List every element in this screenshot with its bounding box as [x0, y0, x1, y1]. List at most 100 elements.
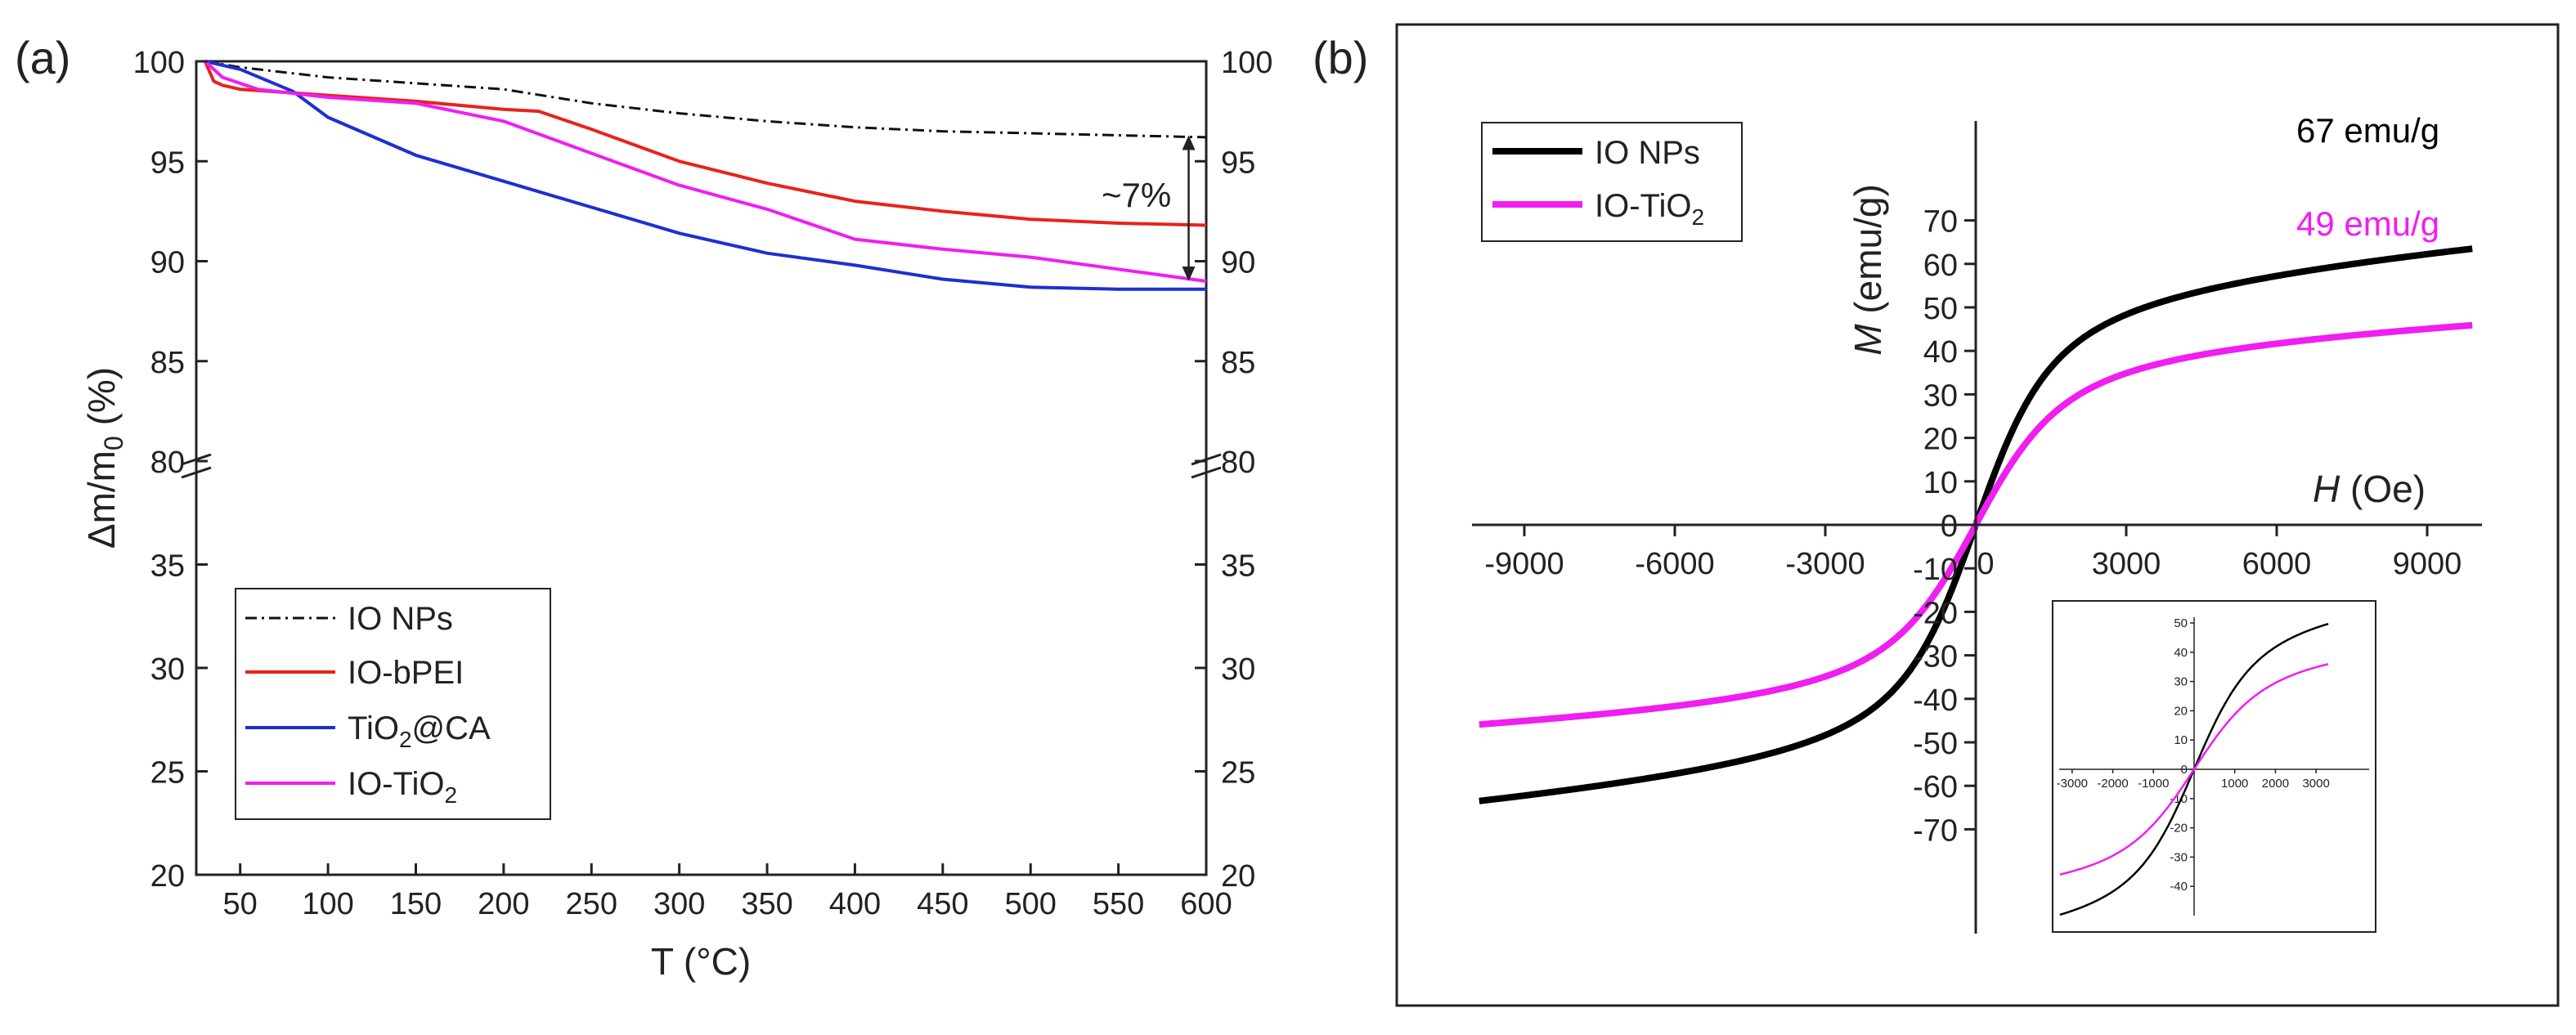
legend-label-io-nps: IO NPs [348, 601, 453, 637]
legend-label-io-bpei: IO-bPEI [348, 655, 464, 691]
tga-y-tick-label-left-25: 25 [150, 756, 185, 791]
mh-x-tick-label-3000: -3000 [1785, 547, 1865, 581]
mh-y-tick-label-30: 30 [1923, 379, 1958, 413]
tga-arrow-head-down [1182, 266, 1196, 281]
legend-label-io-nps-b: IO NPs [1595, 135, 1700, 171]
tga-x-tick-label-50: 50 [223, 887, 258, 921]
panel-a-label: (a) [15, 32, 70, 83]
mh-x-tick-label-9000: -9000 [1484, 547, 1564, 581]
inset-y-tick-label-30: 30 [2174, 675, 2188, 689]
mh-y-tick-label-70: -70 [1913, 813, 1958, 848]
tga-y-tick-label-left-90: 90 [150, 246, 185, 280]
tga-y-tick-label-right-90: 90 [1221, 246, 1255, 280]
tga-y-tick-label-right-35: 35 [1221, 549, 1255, 584]
panel-b-label: (b) [1313, 32, 1368, 83]
mh-y-tick-label-20: 20 [1923, 423, 1958, 457]
inset-y-tick-label-40: 40 [2174, 646, 2188, 660]
inset-chart: -3000 -2000 -1000 1000 2000 3000-40-30-20-100… [2052, 600, 2376, 933]
inset-y-tick-label-10: 10 [2174, 733, 2188, 747]
tga-y-tick-label-left-95: 95 [150, 146, 185, 180]
magnetization-x-axis-label: H (Oe) [2313, 468, 2426, 510]
inset-x-tick-label-2000: -2000 [2097, 777, 2128, 791]
mh-x-tick-label-3000: 3000 [2092, 547, 2161, 581]
tga-y-axis-label: Δm/m0 (%) [80, 367, 128, 549]
tga-x-tick-label-550: 550 [1093, 887, 1144, 921]
annotation-io-tio2-ms: 49 emu/g [2296, 204, 2439, 243]
tga-legend: IO NPs IO-bPEI TiO2@CA IO-TiO2 [235, 588, 551, 820]
mh-x-tick-label-9000: 9000 [2393, 547, 2462, 581]
inset-x-tick-label-3000: -3000 [2057, 777, 2088, 791]
tga-x-tick-label-350: 350 [741, 887, 792, 921]
mh-y-tick-label-0: 0 [1941, 509, 1958, 544]
tga-plot-frame [195, 60, 1208, 876]
tga-x-tick-label-400: 400 [829, 887, 881, 921]
tga-x-tick-label-600: 600 [1180, 887, 1232, 921]
tga-x-axis-label: T (°C) [651, 940, 751, 983]
tga-series-io-bpei [203, 60, 1207, 227]
tga-legend-box [235, 588, 551, 820]
inset-x-tick-label-3000: 3000 [2302, 777, 2329, 791]
tga-annotation: ~7% [1102, 176, 1171, 214]
mh-y-tick-label-20: -20 [1913, 596, 1958, 630]
tga-y-tick-label-left-80: 80 [150, 446, 185, 480]
mh-y-tick-label-70: 70 [1923, 205, 1958, 240]
tga-y-tick-label-right-100: 100 [1221, 46, 1272, 80]
tga-y-tick-label-right-20: 20 [1221, 859, 1255, 894]
tga-series-io-nps [204, 60, 1207, 139]
inset-y-tick-label-0: 0 [2181, 763, 2188, 777]
magnetization-legend: IO NPs IO-TiO2 [1481, 122, 1743, 242]
inset-x-tick-label-1000: -1000 [2138, 777, 2169, 791]
inset-y-tick-label-50: 50 [2174, 616, 2188, 630]
mh-x-tick-label-0: 0 [1977, 547, 1994, 581]
tga-x-tick-label-150: 150 [390, 887, 442, 921]
tga-y-tick-label-right-25: 25 [1221, 756, 1255, 791]
tga-y-tick-label-right-30: 30 [1221, 652, 1255, 687]
inset-frame [2052, 600, 2376, 933]
tga-x-tick-label-250: 250 [566, 887, 617, 921]
inset-y-tick-label-20: -20 [2170, 822, 2188, 836]
tga-y-tick-label-left-100: 100 [133, 46, 185, 80]
inset-series-io-tio2 [2059, 663, 2329, 876]
tga-y-tick-label-left-85: 85 [150, 346, 185, 380]
tga-x-tick-label-200: 200 [478, 887, 529, 921]
mh-y-tick-label-40: -40 [1913, 683, 1958, 718]
tga-x-tick-label-500: 500 [1005, 887, 1057, 921]
inset-y-tick-label-30: -30 [2170, 850, 2188, 864]
tga-chart: 50 100 150 200 250 300 350 400 450 500 550 600 80 80 8… [80, 46, 1272, 983]
annotation-io-nps-ms: 67 emu/g [2296, 111, 2439, 150]
inset-x-tick-label-2000: 2000 [2262, 777, 2289, 791]
mh-y-tick-label-60: -60 [1913, 770, 1958, 804]
axis-break-marks [181, 453, 1222, 479]
tga-y-tick-label-right-85: 85 [1221, 346, 1255, 380]
mh-y-tick-label-60: 60 [1923, 249, 1958, 283]
tga-y-tick-label-left-20: 20 [150, 859, 185, 894]
magnetization-panel-frame [1395, 23, 2560, 1007]
magnetization-legend-box [1481, 122, 1743, 242]
tga-y-tick-label-right-80: 80 [1221, 446, 1255, 480]
tga-series-tio2-ca [204, 60, 1206, 291]
inset-y-tick-label-40: -40 [2170, 880, 2188, 894]
tga-x-tick-label-300: 300 [653, 887, 705, 921]
magnetization-y-axis-label: M (emu/g) [1847, 184, 1889, 356]
tga-y-tick-label-right-95: 95 [1221, 146, 1255, 180]
mh-y-tick-label-10: 10 [1923, 466, 1958, 500]
mh-x-tick-label-6000: -6000 [1635, 547, 1714, 581]
legend-label-io-tio2-b: IO-TiO2 [1595, 188, 1704, 230]
mh-y-tick-label-30: -30 [1913, 640, 1958, 674]
tga-x-tick-label-100: 100 [302, 887, 353, 921]
tga-arrow-head-up [1182, 135, 1196, 150]
mh-y-tick-label-50: 50 [1923, 292, 1958, 326]
magnetization-chart: -9000 -6000 -3000 0 3000 6000 9000-70-60-50-40… [1395, 23, 2560, 1007]
tga-y-tick-label-left-35: 35 [150, 549, 185, 584]
legend-label-io-tio2: IO-TiO2 [348, 766, 457, 808]
tga-x-tick-label-450: 450 [917, 887, 968, 921]
tga-y-tick-label-left-30: 30 [150, 652, 185, 687]
mh-y-tick-label-50: -50 [1913, 727, 1958, 761]
inset-x-tick-label-1000: 1000 [2221, 777, 2248, 791]
legend-label-tio2-ca: TiO2@CA [348, 710, 491, 752]
inset-y-tick-label-20: 20 [2174, 704, 2188, 718]
tga-series-io-tio2 [204, 60, 1207, 283]
mh-x-tick-label-6000: 6000 [2242, 547, 2312, 581]
mh-y-tick-label-40: 40 [1923, 335, 1958, 370]
